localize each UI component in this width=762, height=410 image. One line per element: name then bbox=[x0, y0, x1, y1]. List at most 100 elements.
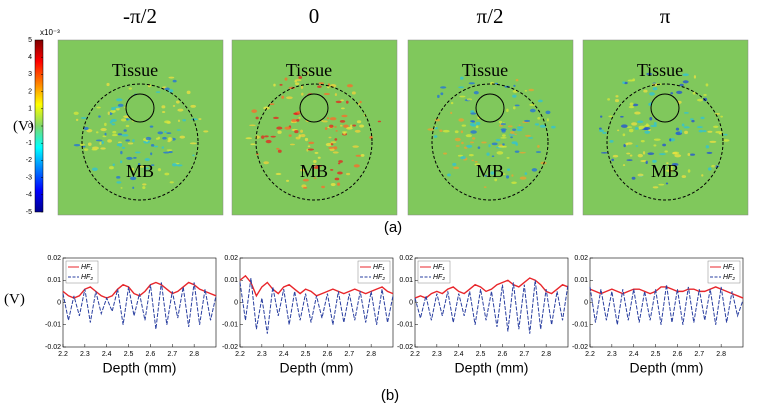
speckle bbox=[649, 92, 655, 96]
speckle bbox=[475, 121, 481, 126]
legend-label: HF₂ bbox=[373, 274, 385, 281]
speckle bbox=[528, 88, 535, 92]
speckle bbox=[689, 153, 696, 156]
speckle bbox=[512, 94, 517, 98]
speckle bbox=[308, 141, 315, 145]
speckle bbox=[693, 75, 697, 79]
legend-label: HF₁ bbox=[723, 264, 735, 271]
speckle bbox=[458, 118, 465, 122]
speckle bbox=[95, 131, 99, 134]
speckle bbox=[80, 117, 87, 119]
speckle bbox=[273, 83, 276, 87]
panel-label: (a) bbox=[384, 219, 402, 236]
speckle bbox=[359, 100, 362, 104]
y-tick-label: 0.01 bbox=[224, 277, 238, 284]
speckle bbox=[277, 149, 282, 153]
speckle bbox=[706, 151, 713, 154]
speckle bbox=[172, 79, 177, 83]
speckle bbox=[300, 133, 306, 138]
speckle bbox=[720, 115, 723, 118]
speckle bbox=[334, 177, 340, 181]
speckle bbox=[328, 136, 332, 139]
speckle bbox=[434, 118, 441, 122]
speckle bbox=[313, 166, 320, 169]
speckle bbox=[150, 144, 155, 147]
speckle bbox=[161, 105, 166, 109]
speckle bbox=[511, 181, 517, 184]
speckle bbox=[161, 146, 165, 149]
speckle bbox=[471, 159, 475, 162]
speckle bbox=[203, 130, 209, 133]
speckle bbox=[637, 153, 643, 158]
speckle bbox=[110, 118, 117, 122]
speckle bbox=[675, 127, 680, 131]
y-tick-label: -0.01 bbox=[397, 322, 413, 329]
speckle bbox=[705, 83, 709, 87]
speckle bbox=[132, 139, 135, 143]
x-tick-label: 2.4 bbox=[629, 351, 639, 358]
speckle bbox=[645, 123, 649, 127]
speckle bbox=[300, 85, 304, 89]
colorbar-tick-label: -4 bbox=[26, 192, 32, 199]
speckle bbox=[329, 148, 335, 152]
panel-title: 0 bbox=[309, 4, 320, 28]
speckle bbox=[634, 127, 639, 130]
speckle bbox=[263, 161, 269, 165]
colorbar-scale: x10⁻³ bbox=[40, 28, 60, 37]
speckle bbox=[632, 78, 636, 82]
speckle bbox=[683, 112, 689, 114]
speckle bbox=[79, 143, 85, 146]
speckle bbox=[318, 82, 324, 85]
legend-label: HF₁ bbox=[433, 264, 445, 271]
y-tick-label: 0.02 bbox=[574, 255, 588, 262]
speckle bbox=[524, 119, 531, 123]
speckle bbox=[505, 175, 510, 179]
speckle bbox=[113, 110, 116, 112]
speckle bbox=[277, 130, 282, 134]
speckle bbox=[162, 136, 167, 140]
speckle bbox=[440, 86, 447, 89]
speckle bbox=[99, 141, 102, 145]
speckle bbox=[611, 158, 615, 162]
speckle bbox=[333, 146, 338, 150]
x-tick-label: 2.5 bbox=[651, 351, 661, 358]
speckle bbox=[176, 164, 183, 167]
speckle bbox=[343, 132, 346, 135]
speckle bbox=[711, 164, 716, 168]
speckle bbox=[713, 125, 719, 128]
speckle bbox=[642, 151, 646, 155]
speckle bbox=[91, 148, 98, 151]
speckle bbox=[469, 141, 475, 144]
speckle bbox=[167, 137, 172, 141]
speckle bbox=[340, 124, 343, 127]
speckle bbox=[325, 142, 332, 147]
speckle bbox=[671, 163, 679, 166]
speckle bbox=[514, 150, 520, 153]
speckle bbox=[186, 90, 191, 95]
speckle bbox=[169, 181, 174, 184]
speckle bbox=[652, 159, 657, 163]
speckle bbox=[143, 167, 149, 170]
x-axis-label: Depth (mm) bbox=[455, 360, 529, 376]
speckle bbox=[335, 100, 342, 104]
speckle bbox=[486, 152, 490, 156]
speckle bbox=[708, 167, 712, 171]
series-line bbox=[62, 282, 217, 330]
speckle bbox=[626, 152, 631, 155]
speckle bbox=[100, 128, 107, 132]
speckle bbox=[672, 151, 678, 155]
speckle bbox=[118, 143, 123, 147]
speckle bbox=[123, 129, 127, 132]
y-tick-label: -0.02 bbox=[572, 344, 588, 351]
speckle bbox=[117, 141, 122, 144]
speckle bbox=[638, 127, 641, 130]
speckle bbox=[157, 136, 161, 140]
speckle bbox=[182, 119, 187, 122]
speckle bbox=[668, 165, 673, 169]
speckle bbox=[607, 98, 611, 101]
speckle bbox=[524, 134, 532, 137]
speckle bbox=[245, 137, 253, 140]
speckle bbox=[649, 117, 653, 121]
speckle bbox=[275, 172, 282, 176]
colorbar-tick-label: 5 bbox=[28, 37, 32, 44]
